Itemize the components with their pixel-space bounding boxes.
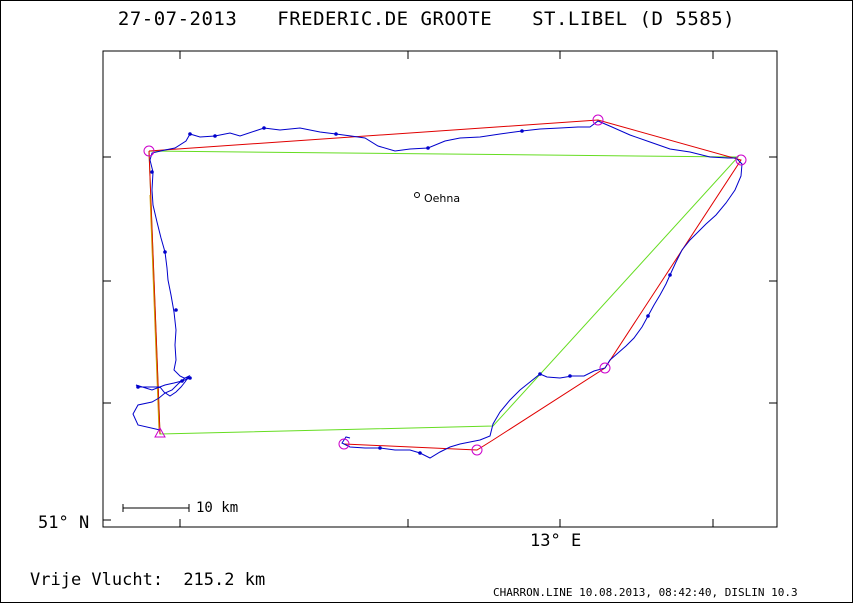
flight-type-label: Vrije Vlucht: [30,570,164,590]
turnpoint-marker [471,444,483,456]
flight-distance: 215.2 km [183,570,266,590]
turnpoint-marker [599,362,611,374]
flight-track [132,120,743,459]
longitude-label: 13° E [530,531,582,551]
town-marker [414,192,420,198]
axis-ticks [103,51,777,527]
turnpoint-marker [592,114,604,126]
turnpoint-marker [735,154,747,166]
map-title: 27-07-2013 FREDERIC.DE GROOTE ST.LIBEL (… [0,8,853,30]
task-line-orange [149,194,160,431]
scale-label: 10 km [196,500,239,516]
pilot-name: FREDERIC.DE GROOTE [277,8,493,30]
task-line-red-start [148,150,161,435]
track-fixes [136,126,672,455]
start-triangle-marker [154,426,166,438]
map-frame [102,50,778,528]
turnpoint-marker [143,145,155,157]
latitude-label: 51° N [38,513,90,533]
flight-date: 27-07-2013 [117,8,238,30]
credit-line: CHARRON.LINE 10.08.2013, 08:42:40, DISLI… [493,586,798,599]
flight-summary: Vrije Vlucht: 215.2 km [30,570,265,590]
place-label: Oehna [424,192,461,205]
turnpoint-marker [338,438,350,450]
scale-bar [122,504,190,512]
glider-info: ST.LIBEL (D 5585) [532,8,736,30]
task-line-red [148,119,742,451]
